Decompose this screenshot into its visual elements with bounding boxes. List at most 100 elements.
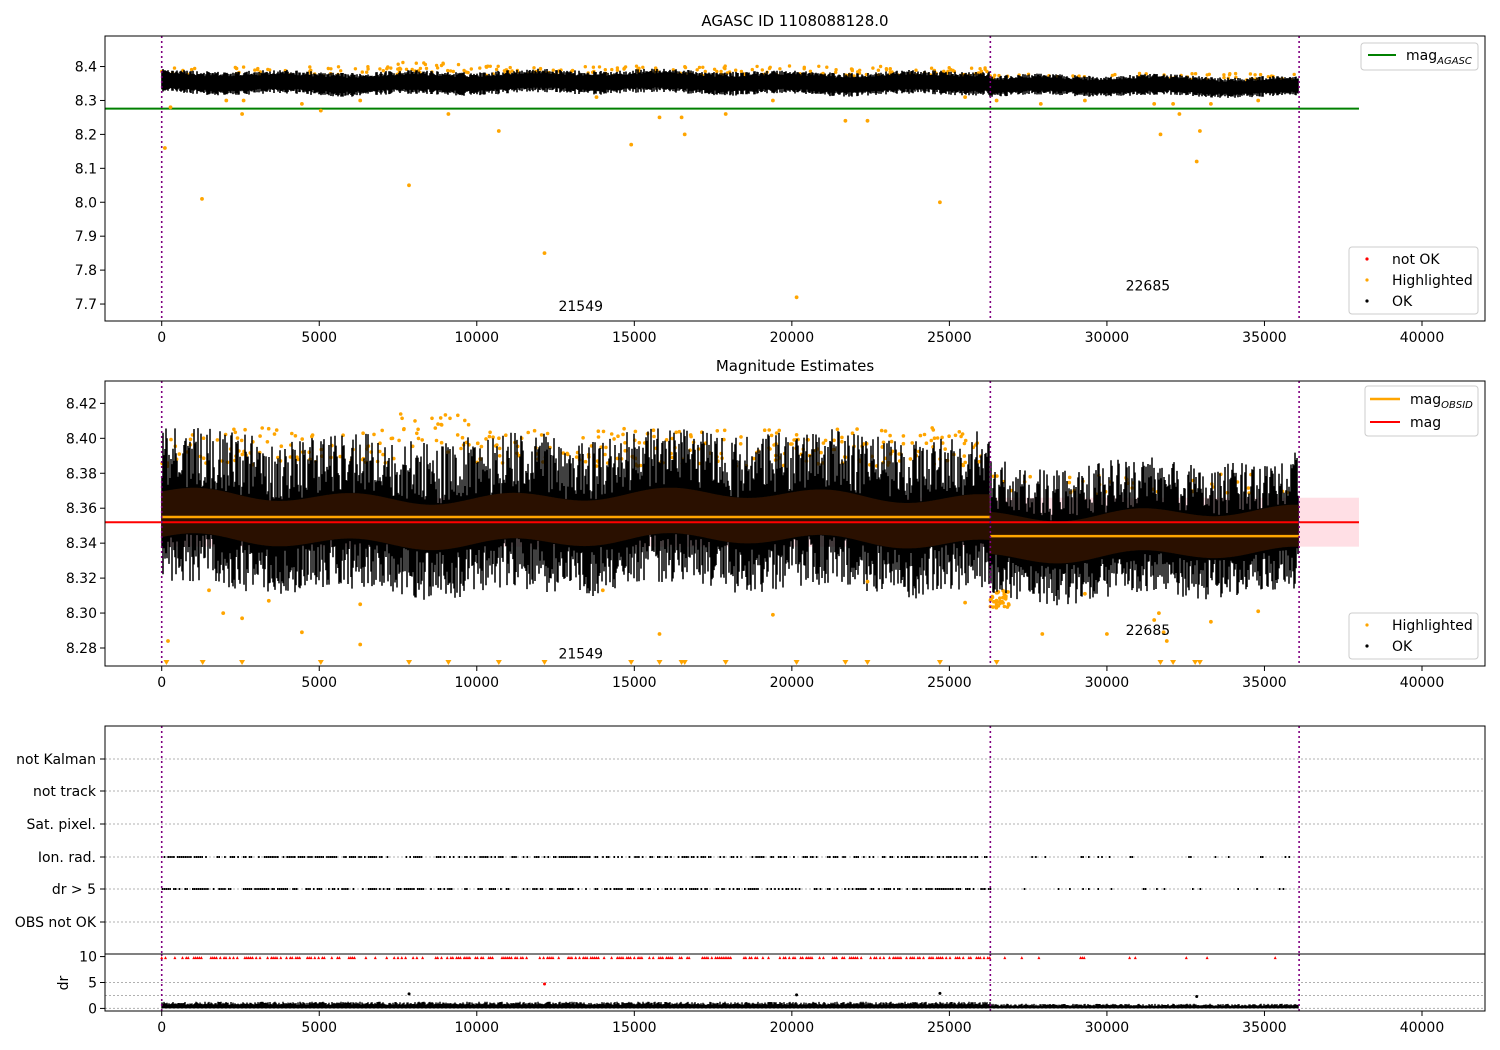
highlighted-point — [508, 65, 512, 70]
highlighted-point — [366, 67, 370, 71]
highlighted-point — [683, 65, 688, 70]
highlighted-point — [719, 69, 723, 74]
highlighted-point — [456, 62, 461, 67]
highlighted-point — [488, 64, 492, 69]
highlighted-point — [439, 63, 444, 68]
middle-panel-title: Magnitude Estimates — [716, 357, 874, 375]
below-range-marker — [842, 660, 849, 665]
highlighted-point — [463, 418, 467, 423]
highlighted-point — [957, 430, 962, 434]
below-range-marker — [1170, 660, 1177, 665]
flag-category-label: Sat. pixel. — [27, 817, 96, 833]
highlighted-point — [1256, 609, 1261, 614]
highlighted-point — [424, 66, 429, 71]
highlighted-point — [565, 451, 569, 456]
highlighted-point — [604, 445, 608, 450]
highlighted-point — [497, 446, 502, 451]
highlighted-point — [200, 197, 204, 201]
highlighted-point — [258, 434, 262, 438]
highlighted-point — [488, 430, 492, 435]
highlighted-point — [978, 67, 982, 71]
highlighted-point — [353, 67, 358, 71]
flag-category-label: not track — [33, 784, 97, 800]
highlighted-point — [169, 437, 173, 442]
highlighted-point — [991, 605, 995, 609]
y-tick-label: 8.36 — [66, 501, 97, 517]
y-tick-label: 8.0 — [75, 195, 97, 211]
highlighted-point — [963, 438, 968, 443]
highlighted-point — [969, 66, 974, 70]
highlighted-point — [947, 434, 951, 439]
highlighted-point — [594, 95, 599, 99]
dr-outlier-point — [938, 991, 942, 995]
dr-points-cloud — [161, 1001, 1299, 1009]
highlighted-point — [526, 430, 530, 435]
highlighted-point — [1158, 132, 1163, 137]
highlighted-point — [940, 441, 945, 445]
highlighted-point — [1164, 639, 1169, 643]
highlighted-point — [448, 69, 453, 73]
highlighted-point — [739, 69, 744, 74]
legend-mag-agasc-label: magAGASC — [1406, 48, 1472, 67]
x-tick-label: 5000 — [301, 675, 337, 691]
highlighted-point — [272, 432, 277, 436]
highlighted-point — [1067, 475, 1072, 480]
highlighted-point — [581, 436, 585, 440]
highlighted-point — [163, 146, 167, 150]
highlighted-point — [715, 429, 720, 433]
highlighted-point — [360, 70, 364, 74]
highlighted-point — [819, 450, 823, 455]
highlighted-point — [855, 427, 859, 431]
x-tick-label: 0 — [157, 675, 166, 691]
highlighted-point — [929, 66, 934, 70]
highlighted-point — [922, 432, 927, 437]
highlighted-point — [985, 69, 989, 74]
highlighted-point — [623, 441, 627, 445]
highlighted-point — [840, 439, 844, 444]
highlighted-point — [1209, 102, 1213, 106]
x-tick-label: 30000 — [1085, 1020, 1130, 1036]
highlighted-point — [888, 433, 892, 438]
x-tick-label: 40000 — [1400, 1020, 1445, 1036]
x-tick-label: 15000 — [612, 1020, 657, 1036]
highlighted-point — [436, 422, 440, 426]
highlighted-point — [1028, 474, 1032, 479]
highlighted-point — [551, 68, 555, 72]
highlighted-point — [193, 66, 197, 71]
highlighted-point — [538, 67, 543, 71]
flag-category-label: Ion. rad. — [38, 850, 96, 866]
highlighted-point — [232, 427, 236, 432]
highlighted-point — [992, 599, 996, 604]
highlighted-point — [802, 65, 806, 70]
highlighted-point — [771, 612, 775, 617]
legend-not-ok-marker — [1365, 257, 1369, 261]
highlighted-point — [723, 64, 727, 68]
middle-magnitude-plot: 0 5000 10000 15000 20000 25000 30000 35000 40000… — [66, 380, 1486, 691]
ok-points-cloud — [989, 73, 1299, 98]
below-range-marker — [656, 660, 663, 665]
highlighted-point — [591, 65, 596, 69]
highlighted-point — [1233, 71, 1238, 76]
x-tick-label: 0 — [157, 330, 166, 346]
highlighted-point — [443, 413, 448, 417]
highlighted-point — [879, 428, 884, 433]
highlighted-point — [510, 69, 514, 73]
highlighted-point — [542, 251, 547, 256]
below-range-marker — [239, 660, 246, 665]
highlighted-point — [998, 596, 1002, 600]
y-tick-label: 8.40 — [66, 431, 97, 447]
highlighted-point — [910, 441, 914, 445]
highlighted-point — [172, 66, 177, 70]
top-legend-upper-box — [1360, 42, 1479, 71]
x-tick-label: 20000 — [770, 1020, 815, 1036]
highlighted-point — [487, 434, 492, 439]
highlighted-point — [929, 438, 934, 443]
highlighted-point — [750, 67, 754, 72]
highlighted-point — [821, 441, 826, 445]
highlighted-point — [241, 98, 246, 103]
highlighted-point — [715, 69, 719, 74]
highlighted-point — [677, 429, 682, 434]
highlighted-point — [422, 61, 426, 65]
below-range-marker — [163, 660, 170, 665]
highlighted-point — [963, 95, 967, 99]
